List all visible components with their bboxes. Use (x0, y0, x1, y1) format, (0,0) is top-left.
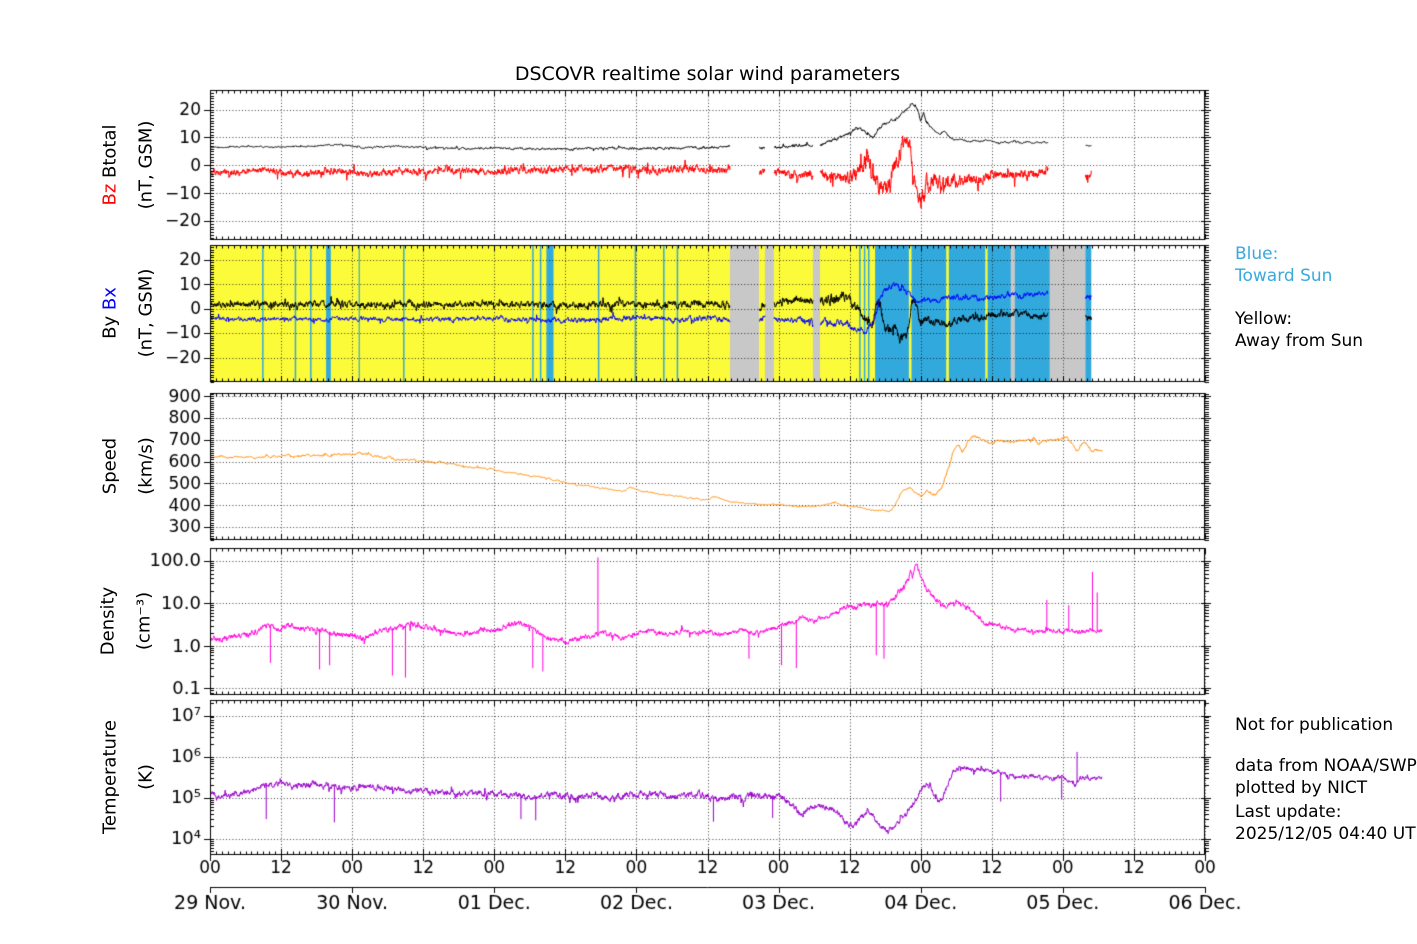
bz-btotal-axis-label: Bz Btotal (100, 124, 121, 205)
speed-unit-label: (km/s) (135, 437, 157, 495)
yellow-legend-line2: Away from Sun (1235, 331, 1364, 351)
temperature-unit-label: (K) (135, 764, 157, 790)
blue-legend: Blue: Toward Sun (1235, 243, 1332, 287)
yellow-legend-line1: Yellow: (1235, 309, 1293, 329)
bx-label: Bx (99, 287, 121, 311)
bz-btotal-unit-label: (nT, GSM) (135, 120, 157, 210)
by-bx-axis-label: By Bx (100, 287, 121, 339)
temperature-axis-label: Temperature (99, 719, 121, 835)
blue-legend-line1: Blue: (1235, 244, 1279, 264)
last-update-label: Last update: (1235, 802, 1342, 822)
credit-note: data from NOAA/SWPC plotted by NICT (1235, 755, 1417, 799)
last-update-value: 2025/12/05 04:40 UT (1235, 824, 1416, 844)
chart-title: DSCOVR realtime solar wind parameters (514, 63, 901, 85)
by-label: By (99, 315, 121, 339)
credit-line1: data from NOAA/SWPC (1235, 756, 1417, 776)
by-bx-unit-label: (nT, GSM) (135, 268, 157, 358)
last-update-note: Last update: 2025/12/05 04:40 UT (1235, 801, 1416, 845)
not-for-publication-note: Not for publication (1235, 715, 1394, 735)
btotal-label: Btotal (99, 124, 121, 178)
density-axis-label: Density (97, 586, 119, 656)
yellow-legend: Yellow: Away from Sun (1235, 308, 1363, 352)
blue-legend-line2: Toward Sun (1235, 266, 1333, 286)
speed-axis-label: Speed (99, 437, 121, 495)
density-unit-label: (cm⁻³) (133, 591, 155, 651)
bz-label: Bz (99, 183, 121, 206)
credit-line2: plotted by NICT (1235, 778, 1368, 798)
